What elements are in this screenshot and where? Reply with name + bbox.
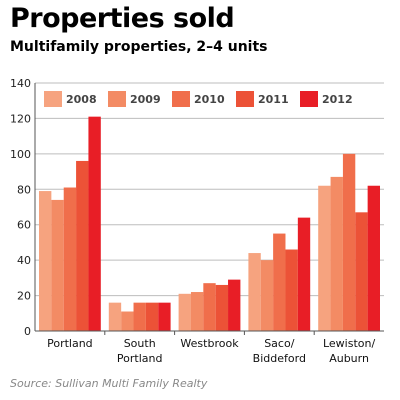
bar-2008 [108, 302, 122, 331]
y-tick-label: 0 [24, 325, 31, 338]
x-tick-label: Portland [47, 337, 93, 350]
y-tick-label: 140 [10, 77, 31, 90]
bar-2008 [178, 293, 191, 331]
legend-swatch-2012 [300, 91, 318, 107]
bar-2008 [248, 253, 261, 331]
bar-2012 [297, 217, 311, 331]
y-tick-label: 100 [10, 148, 31, 161]
bar-2012 [88, 116, 101, 332]
bar-2010 [273, 233, 286, 331]
bar-2010 [203, 283, 216, 331]
bar-2008 [318, 185, 331, 331]
legend-label: 2011 [258, 93, 289, 106]
legend-swatch-2010 [172, 91, 190, 107]
bar-2010 [63, 187, 77, 331]
x-axis-labels: Portland South Portland Westbrook Saco/Bidde… [47, 337, 375, 365]
y-tick-label: 40 [17, 254, 31, 267]
chart-subtitle: Multifamily properties, 2–4 units [10, 39, 268, 55]
chart-title: Properties sold [10, 3, 235, 34]
legend-label: 2008 [66, 93, 97, 106]
bar-2010 [342, 153, 356, 331]
legend-label: 2012 [322, 93, 353, 106]
legend-swatch-2008 [44, 91, 62, 107]
bar-2009 [51, 199, 64, 331]
x-tick-label: Lewiston/Auburn [323, 337, 376, 365]
legend: 2008 2009 2010 2011 2012 [44, 91, 353, 107]
y-tick-label: 60 [17, 219, 31, 232]
y-tick-label: 20 [17, 290, 31, 303]
x-tick-label: South Portland [117, 337, 163, 365]
bar-2011 [285, 249, 298, 331]
bar-2009 [121, 311, 134, 331]
bar-2009 [190, 292, 204, 331]
bar-2010 [133, 302, 146, 331]
axes [34, 83, 384, 335]
bar-2011 [145, 302, 159, 331]
y-axis-ticks: 0 20 40 60 80 100 120 140 [10, 77, 31, 338]
legend-swatch-2011 [236, 91, 254, 107]
bar-2011 [355, 212, 368, 331]
y-tick-label: 80 [17, 183, 31, 196]
legend-label: 2010 [194, 93, 225, 106]
bar-2012 [367, 185, 380, 331]
bar-2008 [39, 191, 52, 331]
y-tick-label: 120 [10, 112, 31, 125]
bar-2012 [158, 302, 171, 331]
x-tick-label: Saco/Biddeford [253, 337, 306, 365]
bar-2009 [330, 176, 343, 331]
bar-2009 [260, 260, 274, 331]
bar-2012 [228, 279, 241, 331]
source-note: Source: Sullivan Multi Family Realty [10, 377, 208, 390]
legend-swatch-2009 [108, 91, 126, 107]
x-tick-label: Westbrook [180, 337, 239, 350]
bars [39, 116, 380, 332]
legend-label: 2009 [130, 93, 161, 106]
bar-2011 [215, 284, 229, 331]
bar-2011 [76, 160, 89, 331]
